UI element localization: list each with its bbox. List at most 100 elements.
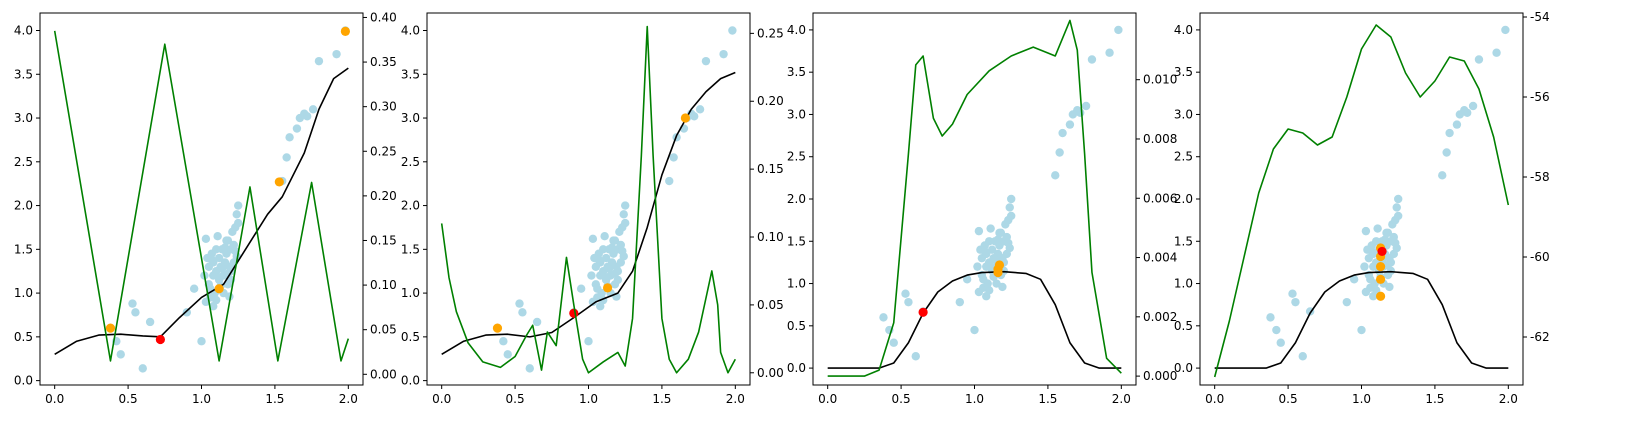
next-point [918, 307, 928, 317]
data-point [600, 232, 609, 241]
data-point [621, 201, 630, 210]
subplot-3: 0.0 0.5 1.0 1.5 2.0 0.0 0.5 1.0 1.5 2.0 2.5 3.0 3.5 4… [787, 12, 1177, 406]
data-point [993, 235, 1003, 244]
y2-tick-label: 0.05 [370, 323, 397, 337]
observed-point [1375, 262, 1386, 272]
data-point [1005, 203, 1014, 212]
data-point [201, 234, 211, 244]
y-tick-label: 1.5 [1174, 234, 1193, 248]
data-point [1367, 247, 1376, 256]
observed-point [680, 113, 691, 123]
data-point [984, 237, 994, 246]
x-tick-label: 0.5 [892, 392, 911, 406]
data-point [217, 264, 227, 273]
data-point [728, 26, 737, 35]
data-point [1385, 282, 1394, 292]
data-point [189, 284, 199, 293]
data-point [911, 352, 920, 361]
observed-point [214, 284, 224, 294]
data-point [1007, 211, 1016, 221]
x-tick-label: 0.5 [1279, 392, 1298, 406]
y2-tick-label: 0.000 [1143, 369, 1177, 383]
x-tick-label: 0.0 [45, 392, 64, 406]
data-point [719, 49, 728, 59]
data-point [1105, 48, 1114, 57]
acquisition-line [1213, 24, 1510, 378]
y-tick-label: 3.5 [787, 65, 806, 79]
y2-tick-label: 0.00 [370, 367, 397, 381]
x-tick-label: 0.0 [1205, 392, 1224, 406]
data-point [1468, 101, 1478, 111]
data-point [314, 56, 324, 66]
scatter-points [106, 26, 350, 373]
data-point [209, 302, 218, 311]
y-tick-label: 2.0 [14, 199, 33, 213]
data-point [695, 105, 705, 114]
y-tick-label: 2.5 [401, 155, 420, 169]
x-tick-label: 1.0 [579, 392, 598, 406]
y2-tick-label: 0.00 [757, 366, 784, 380]
data-point [1272, 325, 1281, 335]
subplot-4: 0.0 0.5 1.0 1.5 2.0 0.0 0.5 1.0 1.5 2.0 2.5 3.0 3.5 4… [1174, 10, 1550, 406]
data-point [503, 350, 512, 359]
data-point [518, 308, 527, 317]
data-point [207, 255, 216, 265]
data-point [1007, 194, 1016, 204]
data-point [889, 338, 898, 347]
data-point [588, 234, 598, 244]
data-point [1357, 325, 1366, 335]
data-point [980, 247, 989, 256]
y-tick-label: 0.5 [787, 319, 806, 333]
data-point [1004, 238, 1013, 248]
data-point [214, 273, 224, 282]
data-point [182, 308, 192, 317]
subplot-1: 0.0 0.5 1.0 1.5 2.0 0.0 0.5 1.0 1.5 2.0 2.5 3.0 3.5 4… [14, 10, 397, 406]
x-tick-label: 0.0 [818, 392, 837, 406]
x-tick-label: 0.5 [119, 392, 138, 406]
y-tick-label: 1.0 [1174, 277, 1193, 291]
data-point [1076, 108, 1085, 117]
data-point [879, 313, 888, 322]
data-point [601, 253, 611, 263]
data-point [1361, 226, 1371, 236]
data-point [145, 317, 155, 327]
data-point [609, 236, 618, 245]
data-point [223, 269, 233, 279]
data-point [308, 105, 318, 114]
data-point [116, 350, 125, 359]
x-tick-label: 1.5 [265, 392, 284, 406]
y-tick-label: 1.0 [787, 277, 806, 291]
data-point [197, 337, 206, 346]
y-tick-label: 2.5 [787, 150, 806, 164]
data-point [234, 201, 243, 210]
y-tick-label: 4.0 [787, 23, 806, 37]
x-tick-label: 2.0 [726, 392, 745, 406]
data-point [596, 302, 605, 311]
data-point [128, 299, 137, 308]
data-point [970, 325, 979, 335]
data-point [601, 273, 611, 282]
data-point [532, 317, 542, 327]
data-point [138, 364, 147, 373]
data-point [607, 243, 617, 252]
y-tick-label: 2.5 [14, 155, 33, 169]
data-point [621, 218, 630, 228]
y-tick-label: 3.0 [787, 107, 806, 121]
data-point [618, 246, 627, 256]
y2-tick-label: -58 [1530, 170, 1550, 184]
y-tick-label: 1.0 [401, 286, 420, 300]
y2-tick-label: 0.20 [757, 94, 784, 108]
y-tick-label: 1.5 [14, 242, 33, 256]
data-point [1087, 55, 1097, 64]
y2-tick-label: 0.10 [757, 230, 784, 244]
data-point [232, 210, 241, 219]
subplot-grid: 0.0 0.5 1.0 1.5 2.0 0.0 0.5 1.0 1.5 2.0 2.5 3.0 3.5 4… [14, 10, 1550, 406]
data-point [1369, 292, 1378, 301]
data-point [690, 112, 699, 121]
observed-point [105, 323, 116, 333]
data-point [1452, 120, 1462, 129]
observed-point [492, 323, 503, 333]
x-tick-label: 2.0 [1112, 392, 1131, 406]
data-point [1380, 235, 1390, 244]
data-point [1394, 211, 1403, 221]
